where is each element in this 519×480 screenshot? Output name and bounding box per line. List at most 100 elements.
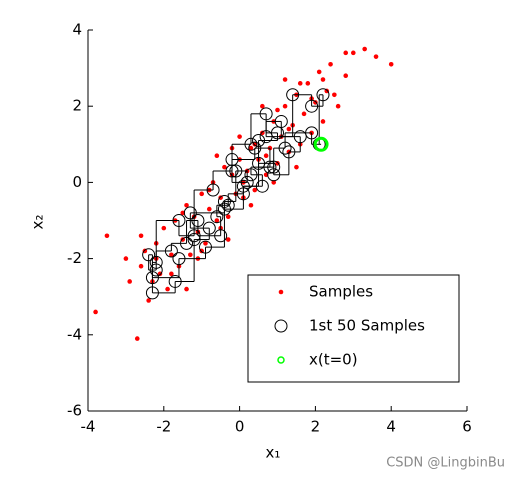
sample-point [282, 103, 288, 109]
sample-point [188, 252, 193, 258]
sample-point [275, 107, 280, 113]
sample-circle [217, 202, 231, 216]
sample-point [123, 256, 129, 261]
sample-point [332, 92, 337, 98]
sample-point [248, 202, 254, 208]
y-axis-label: x₂ [29, 215, 47, 230]
y-tick-label: 4 [72, 21, 82, 39]
plot-area [93, 46, 394, 341]
legend-label: x(t=0) [309, 351, 358, 369]
sample-circle [187, 233, 201, 247]
sample-point [203, 241, 208, 246]
sample-circle [145, 271, 159, 285]
sample-circle [168, 274, 182, 288]
sample-circle [267, 168, 281, 182]
sample-point [252, 187, 258, 193]
sample-point [388, 61, 394, 67]
sample-circle [293, 130, 307, 144]
watermark: CSDN @LingbinBu [386, 456, 505, 471]
sample-point [305, 81, 311, 86]
sample-point [286, 126, 292, 132]
sample-circle [172, 252, 186, 266]
y-tick-label: -6 [67, 402, 82, 420]
legend-box [247, 274, 460, 383]
sample-circle [305, 99, 319, 113]
sample-circle [236, 179, 250, 193]
sample-point [169, 271, 174, 277]
x-tick-label: 0 [235, 418, 245, 436]
sample-point [138, 263, 144, 269]
sample-point [214, 218, 220, 223]
sample-point [263, 172, 269, 178]
x-tick-label: -4 [81, 418, 96, 436]
sample-point [271, 180, 277, 185]
sample-circle [210, 210, 224, 224]
x-axis-label: x₁ [266, 444, 281, 462]
sample-point [184, 286, 189, 292]
sample-point [180, 210, 186, 216]
sample-circle [255, 179, 269, 193]
sample-point [214, 153, 220, 159]
sample-point [316, 69, 322, 75]
sample-circle [236, 187, 250, 201]
sample-point [362, 46, 367, 52]
sample-circle [248, 141, 262, 155]
legend-label: 1st 50 Samples [309, 317, 425, 335]
sample-point [184, 202, 189, 208]
sample-point [206, 206, 212, 212]
sample-circle [191, 214, 205, 227]
sample-circle [149, 263, 163, 277]
sample-point [320, 119, 326, 124]
sample-circle [225, 153, 239, 167]
sample-point [237, 134, 242, 139]
sample-circle [183, 206, 197, 220]
sample-circle [217, 194, 231, 208]
legend-marker [278, 289, 284, 295]
sample-point [282, 77, 288, 82]
sample-circle [172, 214, 186, 227]
sample-circle [240, 175, 254, 189]
sample-circle [259, 107, 273, 121]
sample-point [335, 103, 341, 109]
sample-circle [221, 198, 235, 212]
sample-circle [187, 229, 201, 243]
sample-circle [286, 88, 300, 102]
sample-point [373, 54, 379, 59]
sample-circle [252, 133, 266, 147]
sample-circle [271, 126, 284, 140]
legend-marker [274, 319, 288, 333]
sample-point [222, 164, 227, 170]
sample-point [225, 237, 231, 242]
sample-point [263, 153, 269, 159]
sample-circle [145, 286, 159, 300]
sample-circle [149, 255, 163, 269]
sample-circle [252, 156, 266, 170]
x-tick-label: 6 [462, 418, 472, 436]
y-tick-label: 2 [72, 97, 82, 115]
sample-circle [305, 126, 319, 140]
sample-circle [316, 88, 330, 102]
sample-circle [225, 164, 239, 178]
sample-point [138, 233, 144, 239]
sample-point [169, 252, 174, 258]
sample-circle [202, 221, 216, 235]
sample-circle [267, 160, 281, 174]
sample-circle [198, 240, 212, 254]
sample-point [225, 214, 231, 219]
sample-point [161, 225, 167, 231]
sample-point [301, 111, 307, 117]
sample-circle [259, 130, 273, 144]
sample-point [320, 77, 326, 82]
x-tick-label: 2 [311, 418, 321, 436]
sample-point [297, 81, 303, 86]
sample-circle [244, 137, 258, 151]
sample-circle [180, 236, 194, 250]
sample-point [165, 286, 170, 292]
y-tick-label: -4 [67, 325, 82, 343]
sample-point [146, 298, 151, 303]
sample-circle [278, 141, 292, 155]
sample-circle [244, 168, 258, 182]
sample-circle [206, 183, 220, 197]
sample-circle [313, 136, 329, 152]
